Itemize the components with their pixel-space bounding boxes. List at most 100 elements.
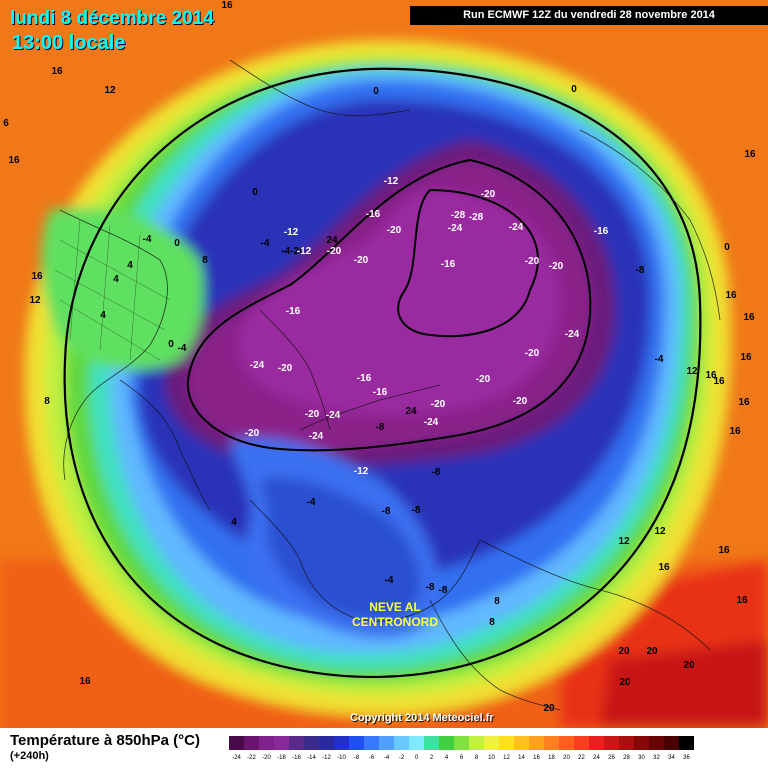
isotherm-zero xyxy=(63,67,702,678)
legend-tick-label: -6 xyxy=(369,755,375,761)
legend-tick-label: 2 xyxy=(430,755,434,761)
temperature-label: 8 xyxy=(494,596,500,607)
legend-swatch xyxy=(394,736,409,750)
legend-swatch xyxy=(364,736,379,750)
temperature-label: -20 xyxy=(245,428,260,439)
legend-tick-label: 36 xyxy=(683,755,690,761)
temperature-label: -16 xyxy=(441,259,456,270)
temperature-label: -16 xyxy=(366,209,381,220)
copyright-text: Copyright 2014 Meteociel.fr xyxy=(350,712,494,724)
legend-swatch xyxy=(439,736,454,750)
temperature-label: -20 xyxy=(525,256,540,267)
legend-tick-label: -8 xyxy=(354,755,360,761)
legend-tick-label: -4 xyxy=(384,755,390,761)
annotation-line-1: NEVE AL xyxy=(369,600,421,614)
forecast-date: lundi 8 décembre 2014 xyxy=(10,8,214,29)
temperature-label: 12 xyxy=(29,295,41,306)
temperature-label: 16 xyxy=(31,271,43,282)
temperature-label: -24 xyxy=(326,410,341,421)
temperature-label: -16 xyxy=(594,226,609,237)
temperature-label: -24 xyxy=(250,360,265,371)
temperature-label: 20 xyxy=(543,703,555,714)
temperature-label: -8 xyxy=(439,585,448,596)
legend-swatch xyxy=(484,736,499,750)
legend-tick-label: 34 xyxy=(668,755,675,761)
legend-tick-label: -12 xyxy=(322,755,331,761)
legend-tick-label: -20 xyxy=(262,755,271,761)
legend-swatch xyxy=(244,736,259,750)
temperature-label: 0 xyxy=(252,187,258,198)
temperature-label: 16 xyxy=(221,0,233,11)
temperature-label: -4 xyxy=(307,497,316,508)
legend-swatch xyxy=(529,736,544,750)
temperature-label: 12 xyxy=(618,536,630,547)
temperature-label: 0 xyxy=(174,238,180,249)
temperature-label: 16 xyxy=(51,66,63,77)
temperature-label: -20 xyxy=(513,396,528,407)
temperature-label: -12 xyxy=(297,246,312,257)
legend-swatch xyxy=(619,736,634,750)
legend-tick-label: -24 xyxy=(232,755,241,761)
legend-tick-label: 4 xyxy=(445,755,449,761)
temperature-label: -4 xyxy=(261,238,270,249)
temperature-label: 16 xyxy=(744,149,756,160)
legend-swatch xyxy=(349,736,364,750)
temperature-label: 16 xyxy=(718,545,730,556)
legend-tick-label: 12 xyxy=(503,755,510,761)
temperature-label: -12 xyxy=(284,227,299,238)
temperature-label: -12 xyxy=(354,466,369,477)
legend-swatch xyxy=(679,736,694,750)
temperature-label: 4 xyxy=(113,274,119,285)
temperature-label: 24 xyxy=(326,235,338,246)
legend-swatch xyxy=(424,736,439,750)
legend-tick-label: -2 xyxy=(399,755,405,761)
forecast-range: (+240h) xyxy=(10,750,49,762)
temperature-label: -24 xyxy=(424,417,439,428)
temperature-label: 16 xyxy=(713,376,725,387)
legend-swatch xyxy=(634,736,649,750)
legend-tick-label: -10 xyxy=(337,755,346,761)
temperature-label: 16 xyxy=(743,312,755,323)
temperature-label: -20 xyxy=(431,399,446,410)
legend-tick-label: 10 xyxy=(488,755,495,761)
temperature-label: 16 xyxy=(729,426,741,437)
temperature-label: -20 xyxy=(525,348,540,359)
legend-swatch xyxy=(589,736,604,750)
legend-tick-label: -22 xyxy=(247,755,256,761)
temperature-label: -4 xyxy=(143,234,152,245)
legend-swatch xyxy=(319,736,334,750)
temperature-label: -24 xyxy=(565,329,580,340)
legend-swatch xyxy=(334,736,349,750)
temperature-label: 8 xyxy=(44,396,50,407)
temperature-label: -24 xyxy=(448,223,463,234)
temperature-label: -20 xyxy=(481,189,496,200)
temperature-label: 0 xyxy=(168,339,174,350)
temperature-label: -24 xyxy=(509,222,524,233)
temperature-label: 20 xyxy=(683,660,695,671)
legend-swatch xyxy=(454,736,469,750)
legend-swatch xyxy=(544,736,559,750)
legend-swatch xyxy=(304,736,319,750)
legend-swatch xyxy=(379,736,394,750)
temperature-label: -20 xyxy=(549,261,564,272)
temperature-label: -4 xyxy=(385,575,394,586)
temperature-label: -28 xyxy=(451,210,466,221)
temperature-label: 0 xyxy=(724,242,730,253)
legend-swatch xyxy=(604,736,619,750)
legend-tick-label: 16 xyxy=(533,755,540,761)
legend-tick-label: 26 xyxy=(608,755,615,761)
snow-annotation: NEVE AL CENTRONORD xyxy=(340,600,450,630)
legend-swatch xyxy=(499,736,514,750)
legend-tick-label: 30 xyxy=(638,755,645,761)
temperature-label: 16 xyxy=(79,676,91,687)
legend-swatch xyxy=(574,736,589,750)
temperature-label: 4 xyxy=(127,260,133,271)
temperature-label: -16 xyxy=(357,373,372,384)
temperature-label: -4 xyxy=(178,343,187,354)
annotation-line-2: CENTRONORD xyxy=(352,615,438,629)
temperature-label: 20 xyxy=(646,646,658,657)
temperature-label: 0 xyxy=(571,84,577,95)
